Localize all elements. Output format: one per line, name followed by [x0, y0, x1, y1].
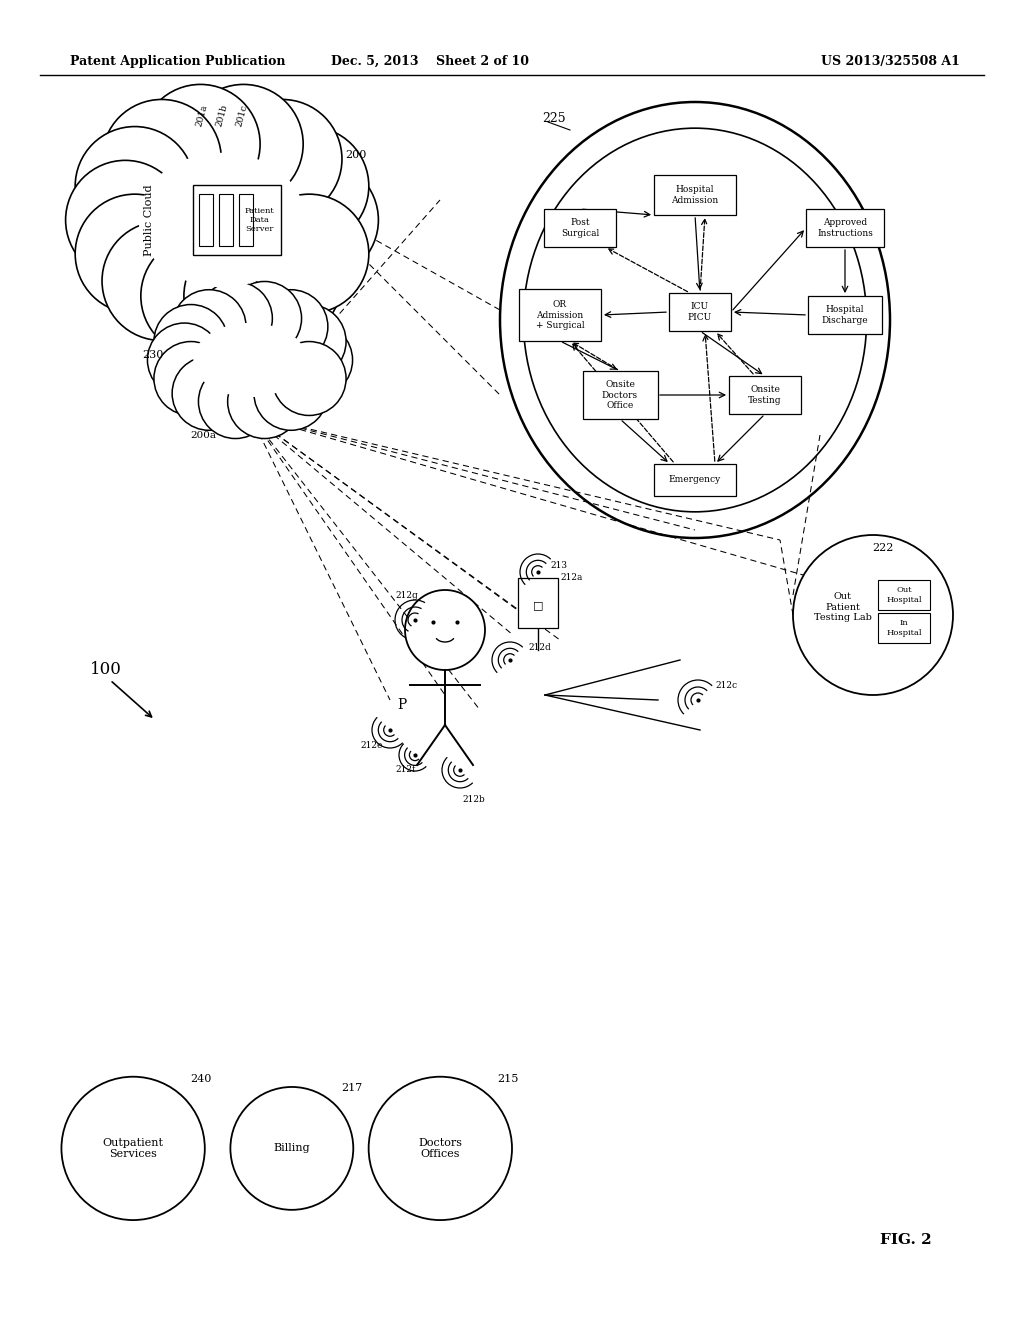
- FancyBboxPatch shape: [654, 465, 736, 496]
- Circle shape: [227, 281, 301, 355]
- Text: Public Cloud: Public Cloud: [143, 185, 154, 256]
- Text: 217: 217: [341, 1084, 362, 1093]
- Text: 212d: 212d: [528, 644, 551, 652]
- FancyBboxPatch shape: [544, 209, 616, 247]
- Circle shape: [184, 236, 303, 355]
- Circle shape: [199, 364, 272, 438]
- Text: US 2013/325508 A1: US 2013/325508 A1: [821, 55, 961, 69]
- Text: Hospital
Discharge: Hospital Discharge: [821, 305, 868, 325]
- Ellipse shape: [162, 302, 338, 417]
- Circle shape: [230, 1086, 353, 1210]
- Circle shape: [222, 222, 342, 341]
- Text: 201a: 201a: [195, 104, 209, 128]
- FancyBboxPatch shape: [729, 376, 801, 414]
- Text: FIG. 2: FIG. 2: [880, 1233, 932, 1247]
- Circle shape: [154, 342, 228, 416]
- Text: 212e: 212e: [360, 741, 382, 750]
- Text: 212g: 212g: [395, 590, 418, 599]
- Circle shape: [222, 99, 342, 219]
- Text: 200a: 200a: [190, 430, 216, 440]
- Text: 212f: 212f: [395, 766, 416, 775]
- Text: Out
Patient
Testing Lab: Out Patient Testing Lab: [814, 593, 871, 622]
- Circle shape: [75, 127, 195, 246]
- Text: 215: 215: [498, 1074, 519, 1084]
- Text: Onsite
Doctors
Office: Onsite Doctors Office: [602, 380, 638, 411]
- Text: Hospital
Admission: Hospital Admission: [672, 185, 719, 205]
- Text: Onsite
Testing: Onsite Testing: [749, 385, 781, 405]
- Circle shape: [102, 222, 221, 341]
- Text: Approved
Instructions: Approved Instructions: [817, 218, 872, 238]
- Text: 213: 213: [550, 561, 567, 569]
- Text: 200: 200: [345, 150, 367, 160]
- Text: 240: 240: [190, 1074, 212, 1084]
- Text: 212b: 212b: [462, 796, 484, 804]
- Text: 230: 230: [142, 350, 164, 360]
- Text: Outpatient
Services: Outpatient Services: [102, 1138, 164, 1159]
- Circle shape: [102, 99, 221, 219]
- Text: Patent Application Publication: Patent Application Publication: [70, 55, 286, 69]
- Circle shape: [227, 364, 301, 438]
- Circle shape: [259, 160, 379, 280]
- Circle shape: [141, 84, 260, 203]
- Circle shape: [250, 127, 369, 246]
- Circle shape: [272, 342, 346, 416]
- FancyBboxPatch shape: [239, 194, 253, 246]
- Ellipse shape: [194, 323, 306, 396]
- FancyBboxPatch shape: [193, 185, 281, 255]
- FancyBboxPatch shape: [669, 293, 731, 331]
- Circle shape: [147, 323, 221, 397]
- Ellipse shape: [139, 153, 304, 286]
- Text: Doctors
Offices: Doctors Offices: [419, 1138, 462, 1159]
- Text: 100: 100: [90, 661, 122, 678]
- Ellipse shape: [92, 116, 352, 325]
- Circle shape: [75, 194, 195, 313]
- Circle shape: [406, 590, 485, 671]
- Circle shape: [141, 236, 260, 355]
- Text: Out
Hospital: Out Hospital: [886, 586, 922, 603]
- FancyBboxPatch shape: [878, 579, 930, 610]
- Circle shape: [793, 535, 953, 696]
- Text: 201c: 201c: [234, 104, 249, 128]
- Text: Billing: Billing: [273, 1143, 310, 1154]
- FancyBboxPatch shape: [878, 612, 930, 643]
- Circle shape: [250, 194, 369, 313]
- Text: 201b: 201b: [215, 103, 229, 128]
- FancyBboxPatch shape: [519, 289, 601, 341]
- Text: In
Hospital: In Hospital: [886, 619, 922, 636]
- Circle shape: [272, 305, 346, 379]
- Text: 222: 222: [872, 543, 893, 553]
- Text: P: P: [397, 698, 407, 711]
- FancyBboxPatch shape: [654, 176, 736, 215]
- Text: 225: 225: [542, 111, 565, 124]
- FancyBboxPatch shape: [583, 371, 657, 418]
- Circle shape: [254, 289, 328, 363]
- FancyBboxPatch shape: [518, 578, 558, 628]
- Text: 212a: 212a: [560, 573, 583, 582]
- Text: ICU
PICU: ICU PICU: [688, 302, 712, 322]
- Circle shape: [61, 1077, 205, 1220]
- Text: Patient
Data
Server: Patient Data Server: [244, 207, 273, 234]
- Circle shape: [184, 84, 303, 203]
- Text: Emergency: Emergency: [669, 475, 721, 484]
- Text: Dec. 5, 2013    Sheet 2 of 10: Dec. 5, 2013 Sheet 2 of 10: [331, 55, 529, 69]
- Circle shape: [172, 289, 246, 363]
- Circle shape: [172, 356, 246, 430]
- FancyBboxPatch shape: [806, 209, 884, 247]
- Text: OR
Admission
+ Surgical: OR Admission + Surgical: [536, 300, 585, 330]
- Circle shape: [66, 160, 185, 280]
- FancyBboxPatch shape: [219, 194, 233, 246]
- Text: 212c: 212c: [715, 681, 737, 689]
- Circle shape: [279, 323, 352, 397]
- Circle shape: [369, 1077, 512, 1220]
- FancyBboxPatch shape: [808, 296, 882, 334]
- Circle shape: [199, 281, 272, 355]
- Text: Post
Surgical: Post Surgical: [561, 218, 599, 238]
- FancyBboxPatch shape: [199, 194, 213, 246]
- Text: □: □: [532, 601, 544, 610]
- Circle shape: [154, 305, 228, 379]
- Circle shape: [254, 356, 328, 430]
